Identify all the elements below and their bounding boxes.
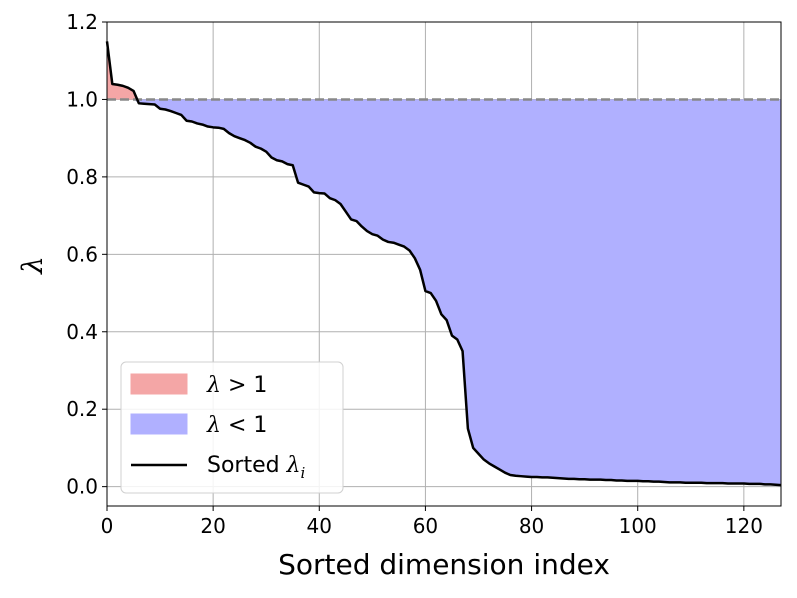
y-tick-label: 0.0 [66, 475, 98, 499]
legend-box [120, 361, 344, 494]
legend-label-above: λ > 1 [206, 373, 267, 398]
y-tick-label: 0.4 [66, 320, 98, 344]
x-tick-label: 100 [619, 514, 657, 538]
plot-frame [106, 21, 782, 507]
y-tick-label: 1.0 [66, 87, 98, 111]
fill-above-one [107, 41, 781, 100]
legend: λ > 1 λ < 1 Sorted λi [120, 361, 344, 494]
x-tick-label: 80 [519, 514, 544, 538]
y-ticks: 0.0 0.2 0.4 0.6 0.8 1.0 1.2 [66, 10, 107, 499]
x-tick-label: 40 [307, 514, 332, 538]
legend-label-below: λ < 1 [206, 413, 267, 438]
series-line-layer [105, 41, 782, 487]
y-tick-label: 1.2 [66, 10, 98, 34]
legend-swatch-below [130, 413, 188, 435]
x-ticks: 0 20 40 60 80 100 120 [101, 506, 763, 538]
fill-regions [107, 41, 781, 486]
fill-below-one [107, 99, 781, 486]
x-tick-label: 0 [101, 514, 114, 538]
y-axis-label: λ [16, 256, 49, 275]
x-axis-label: Sorted dimension index [278, 548, 610, 581]
legend-swatch-above [130, 373, 188, 395]
legend-label-line: Sorted λi [207, 453, 306, 482]
series-line-sorted-lambda [105, 41, 782, 487]
axes-frame [106, 21, 782, 507]
y-tick-label: 0.8 [66, 165, 98, 189]
x-tick-label: 60 [413, 514, 438, 538]
y-tick-label: 0.2 [66, 397, 98, 421]
y-tick-label: 0.6 [66, 242, 98, 266]
x-tick-label: 120 [725, 514, 763, 538]
x-tick-label: 20 [200, 514, 225, 538]
